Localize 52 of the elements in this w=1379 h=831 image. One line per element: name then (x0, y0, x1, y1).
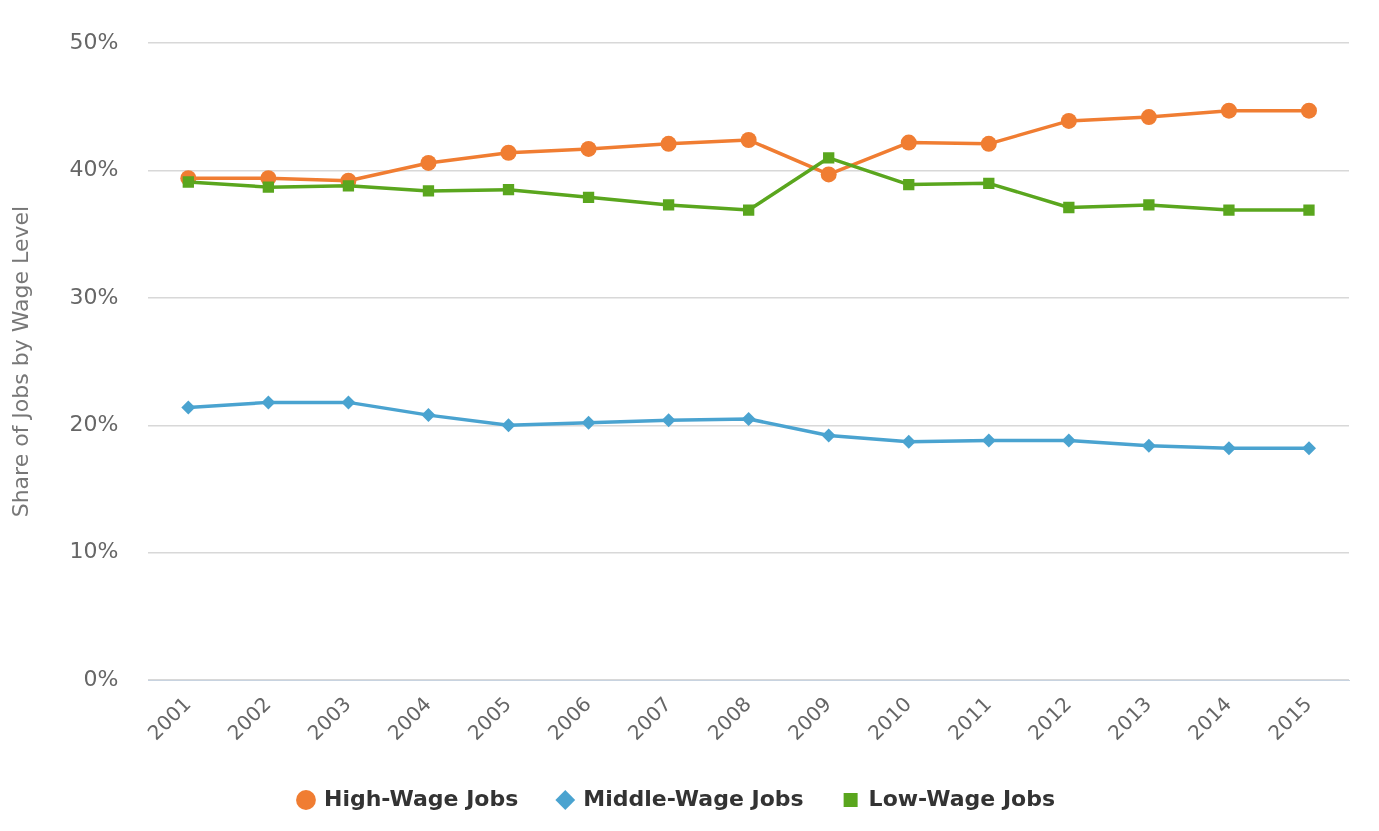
point (661, 413, 676, 428)
point (1221, 441, 1236, 456)
point (980, 135, 997, 152)
point (421, 408, 436, 423)
point (823, 152, 835, 164)
point (901, 434, 916, 449)
point (1141, 438, 1156, 453)
point (341, 395, 356, 410)
y-tick-label: 20% (69, 411, 119, 437)
legend-label: Low-Wage Jobs (868, 785, 1056, 811)
point (1143, 199, 1155, 211)
point (581, 415, 596, 430)
point (422, 185, 435, 197)
point (181, 400, 196, 415)
point (501, 418, 516, 433)
point (1301, 441, 1316, 456)
legend-label: High-Wage Jobs (323, 785, 519, 811)
point (1060, 112, 1077, 129)
point (1220, 102, 1237, 119)
point (1303, 204, 1315, 216)
point (741, 411, 756, 426)
point (660, 135, 677, 152)
y-tick-label: 40% (69, 156, 119, 182)
y-tick-label: 10% (69, 538, 119, 564)
point (1063, 201, 1075, 214)
point (1223, 204, 1235, 216)
point (420, 154, 437, 171)
point (1300, 102, 1317, 119)
legend-label: Middle-Wage Jobs (583, 785, 804, 811)
point (262, 181, 275, 193)
point (981, 433, 996, 448)
point (342, 180, 355, 192)
y-tick-label: 30% (69, 283, 119, 309)
point (662, 199, 675, 211)
point (502, 184, 515, 196)
point (900, 134, 917, 151)
point (182, 176, 194, 188)
point (740, 132, 757, 148)
point (903, 178, 915, 191)
point (821, 428, 836, 443)
point (1140, 109, 1157, 126)
point (500, 144, 517, 161)
point (582, 191, 595, 203)
y-tick-label: 0% (83, 665, 119, 691)
point (983, 177, 995, 189)
point (1061, 433, 1076, 448)
point (261, 395, 276, 410)
point (820, 166, 837, 183)
y-tick-label: 50% (69, 28, 119, 54)
point (580, 140, 597, 157)
y-axis-title: Share of Jobs by Wage Level (7, 205, 33, 518)
point (742, 204, 755, 216)
